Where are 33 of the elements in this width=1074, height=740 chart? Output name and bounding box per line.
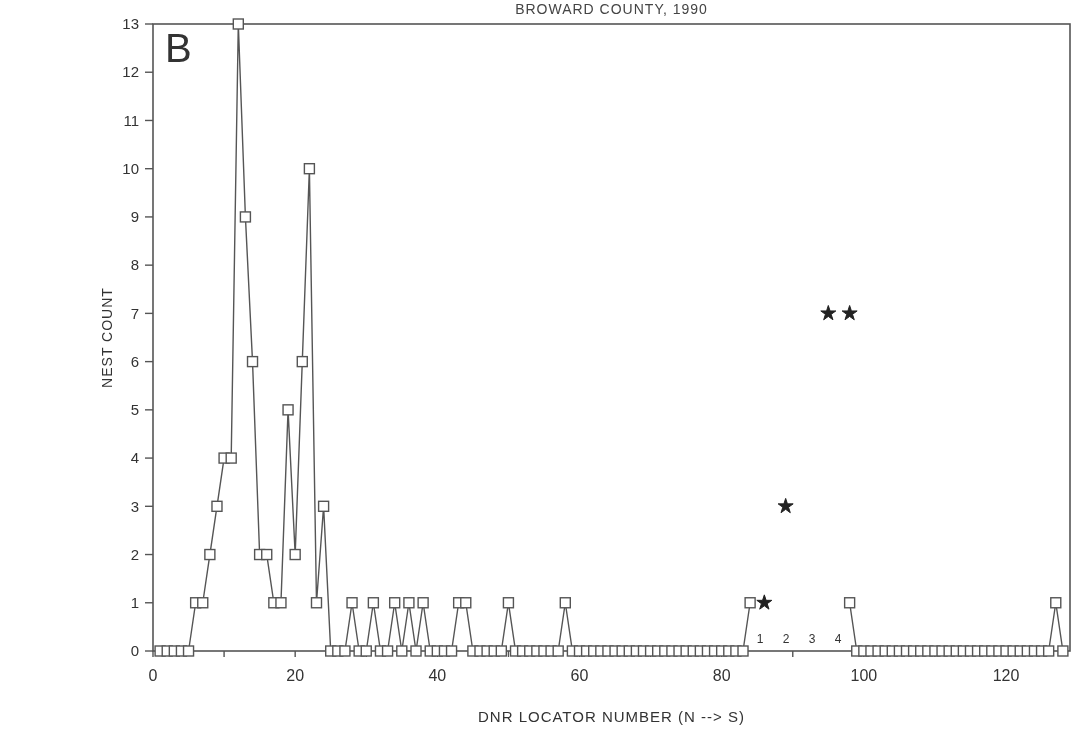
annotation: 3	[808, 632, 816, 646]
y-tick-label: 4	[130, 449, 139, 467]
y-tick-label: 9	[130, 208, 139, 226]
chart-title: BROWARD COUNTY, 1990	[515, 1, 708, 17]
y-tick-label: 2	[130, 545, 139, 563]
x-tick-label: 100	[850, 667, 878, 684]
y-tick-label: 6	[130, 352, 139, 370]
annotation: B	[165, 26, 192, 70]
point	[777, 497, 794, 514]
y-tick-label: 10	[122, 159, 139, 177]
annotation: 4	[834, 632, 842, 646]
y-tick-label: 8	[130, 256, 139, 274]
y-tick-label: 5	[130, 401, 139, 419]
point	[820, 304, 837, 321]
y-tick-label: 12	[122, 63, 139, 81]
y-tick-label: 11	[123, 111, 139, 129]
x-axis-title: DNR LOCATOR NUMBER (N --> S)	[477, 708, 746, 725]
x-tick-label: 80	[712, 667, 731, 684]
x-tick-label: 120	[992, 667, 1020, 684]
y-tick-label: 1	[130, 594, 139, 612]
y-tick-label: 3	[130, 497, 139, 515]
annotation: 2	[782, 632, 790, 646]
x-tick-label: 60	[570, 667, 589, 684]
y-axis-title: NEST COUNT	[99, 287, 115, 388]
x-tick-label: 20	[286, 667, 305, 684]
y-tick-label: 0	[130, 642, 139, 660]
x-tick-label: 40	[428, 667, 447, 684]
point	[756, 594, 773, 610]
y-tick-label: 13	[122, 15, 139, 33]
y-tick-label: 7	[130, 304, 139, 322]
annotation: 1	[756, 632, 764, 646]
x-tick-label: 0	[148, 667, 158, 684]
point	[841, 304, 858, 321]
